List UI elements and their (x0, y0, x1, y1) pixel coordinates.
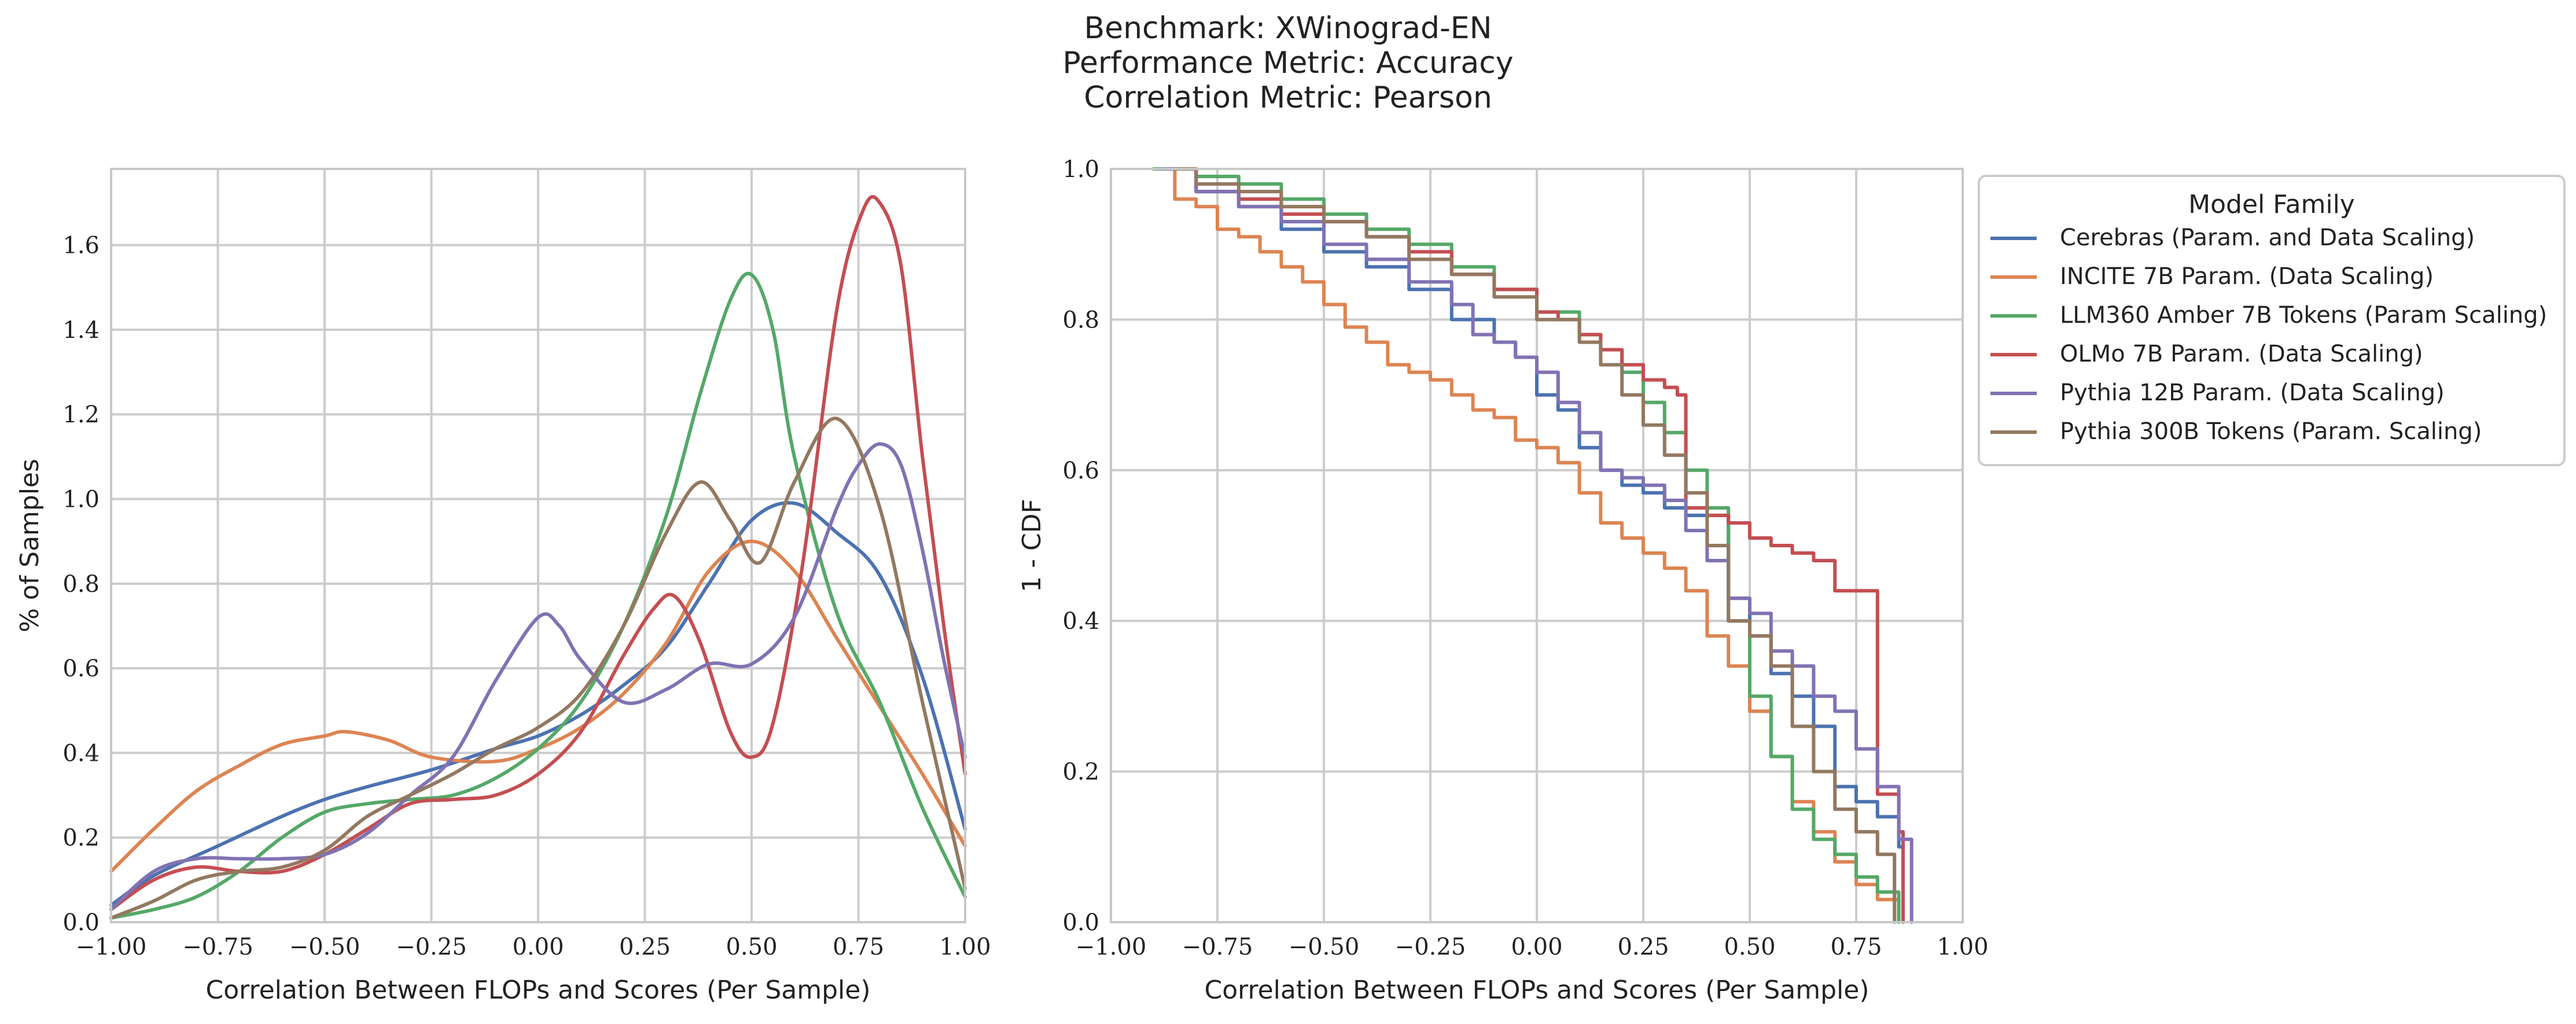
kde-plot-x-tick-label: 0.25 (619, 934, 671, 960)
kde-plot-x-tick-label: −0.25 (396, 934, 467, 960)
kde-plot-y-tick-label: 0.2 (62, 825, 100, 852)
legend: Model Family Cerebras (Param. and Data S… (1978, 175, 2566, 466)
cdf-plot-y-tick-label: 0.6 (1062, 458, 1099, 484)
legend-entry-label: Cerebras (Param. and Data Scaling) (2060, 224, 2475, 251)
cdf-plot-series-pythia300b (1173, 167, 1897, 924)
title-line-1: Benchmark: XWinograd-EN (1084, 11, 1492, 46)
cdf-plot-ticks: −1.00 −0.75 −0.50 −0.25 0.00 0.25 0.50 0.75 1.00… (1062, 156, 1988, 960)
title-line-3: Correlation Metric: Pearson (1084, 80, 1492, 115)
kde-plot-x-tick-label: 0.50 (726, 934, 777, 960)
kde-plot-x-tick-label: −1.00 (76, 934, 147, 960)
legend-entry: Pythia 300B Tokens (Param. Scaling) (1990, 418, 2482, 445)
cdf-plot-y-tick-label: 0.4 (1062, 608, 1099, 635)
cdf-plot-y-tick-label: 0.0 (1062, 909, 1099, 936)
cdf-plot-series (1151, 167, 1913, 924)
title-line-2: Performance Metric: Accuracy (1062, 46, 1513, 80)
cdf-plot-x-tick-label: −0.50 (1289, 934, 1360, 960)
kde-plot-x-tick-label: −0.50 (289, 934, 360, 960)
legend-entry-label: Pythia 300B Tokens (Param. Scaling) (2060, 418, 2482, 445)
cdf-plot-frame (1110, 168, 1964, 923)
legend-entry: LLM360 Amber 7B Tokens (Param Scaling) (1990, 302, 2547, 329)
kde-plot-y-tick-label: 0.0 (62, 909, 100, 936)
kde-plot-frame (110, 168, 966, 923)
cdf-plot-x-tick-label: 1.00 (1937, 934, 1988, 960)
cdf-plot-x-tick-label: −0.75 (1182, 934, 1253, 960)
cdf-plot-x-tick-label: −1.00 (1076, 934, 1147, 960)
legend-entry: OLMo 7B Param. (Data Scaling) (1990, 341, 2423, 367)
kde-plot-y-tick-label: 1.0 (62, 487, 100, 513)
cdf-plot-x-tick-label: 0.75 (1830, 934, 1882, 960)
legend-entry-label: Pythia 12B Param. (Data Scaling) (2060, 380, 2445, 406)
kde-plot-series-llm360 (109, 272, 967, 920)
kde-plot-series-incite (109, 539, 967, 874)
cdf-plot-y-tick-label: 0.8 (1062, 307, 1099, 333)
legend-entry-label: OLMo 7B Param. (Data Scaling) (2060, 341, 2423, 367)
kde-plot-x-tick-label: −0.75 (182, 934, 253, 960)
cdf-plot-x-tick-label: 0.25 (1617, 934, 1669, 960)
kde-plot-y-tick-label: 1.2 (62, 402, 100, 428)
cdf-plot-y-tick-label: 0.2 (1062, 759, 1099, 786)
cdf-plot-x-axis-label: Correlation Between FLOPs and Scores (Pe… (1204, 975, 1869, 1005)
legend-box (1978, 175, 2566, 466)
kde-plot-x-tick-label: 0.00 (512, 934, 564, 960)
kde-plot-y-axis-label: % of Samples (15, 459, 45, 632)
kde-plot-series-pythia12b (109, 442, 967, 912)
kde-plot-y-tick-label: 0.6 (62, 655, 100, 682)
kde-plot-series-pythia300b (109, 417, 967, 920)
legend-entry-label: INCITE 7B Param. (Data Scaling) (2060, 263, 2434, 290)
cdf-plot-x-tick-label: −0.25 (1395, 934, 1466, 960)
legend-entry: Pythia 12B Param. (Data Scaling) (1990, 380, 2445, 406)
kde-plot-ticks: −1.00 −0.75 −0.50 −0.25 0.00 0.25 0.50 0.75 1.00… (62, 233, 991, 960)
kde-plot-y-tick-label: 0.8 (62, 571, 100, 598)
legend-entry: Cerebras (Param. and Data Scaling) (1990, 224, 2475, 251)
legend-title: Model Family (2188, 190, 2355, 219)
cdf-plot-y-axis-label: 1 - CDF (1017, 499, 1047, 592)
cdf-plot-x-tick-label: 0.50 (1724, 934, 1775, 960)
kde-plot-x-tick-label: 0.75 (833, 934, 884, 960)
legend-entry: INCITE 7B Param. (Data Scaling) (1990, 263, 2434, 290)
cdf-plot-panel: −1.00 −0.75 −0.50 −0.25 0.00 0.25 0.50 0.75 1.00… (1017, 156, 1989, 1005)
kde-plot-series (109, 195, 967, 920)
kde-plot-y-tick-label: 1.4 (62, 317, 100, 344)
kde-plot-panel: −1.00 −0.75 −0.50 −0.25 0.00 0.25 0.50 0.75 1.00… (15, 168, 991, 1005)
kde-plot-y-tick-label: 1.6 (62, 233, 100, 259)
legend-entry-label: LLM360 Amber 7B Tokens (Param Scaling) (2060, 302, 2547, 329)
legend-entries: Cerebras (Param. and Data Scaling) INCITE… (1990, 224, 2547, 445)
kde-plot-grid (110, 169, 966, 923)
cdf-plot-y-tick-label: 1.0 (1062, 156, 1099, 183)
kde-plot-x-tick-label: 1.00 (939, 934, 991, 960)
cdf-plot-x-tick-label: 0.00 (1511, 934, 1562, 960)
kde-plot-y-tick-label: 0.4 (62, 740, 100, 767)
kde-plot-x-axis-label: Correlation Between FLOPs and Scores (Pe… (205, 975, 870, 1005)
cdf-plot-series-pythia12b (1160, 167, 1913, 924)
kde-plot-series-cerebras (109, 501, 967, 907)
